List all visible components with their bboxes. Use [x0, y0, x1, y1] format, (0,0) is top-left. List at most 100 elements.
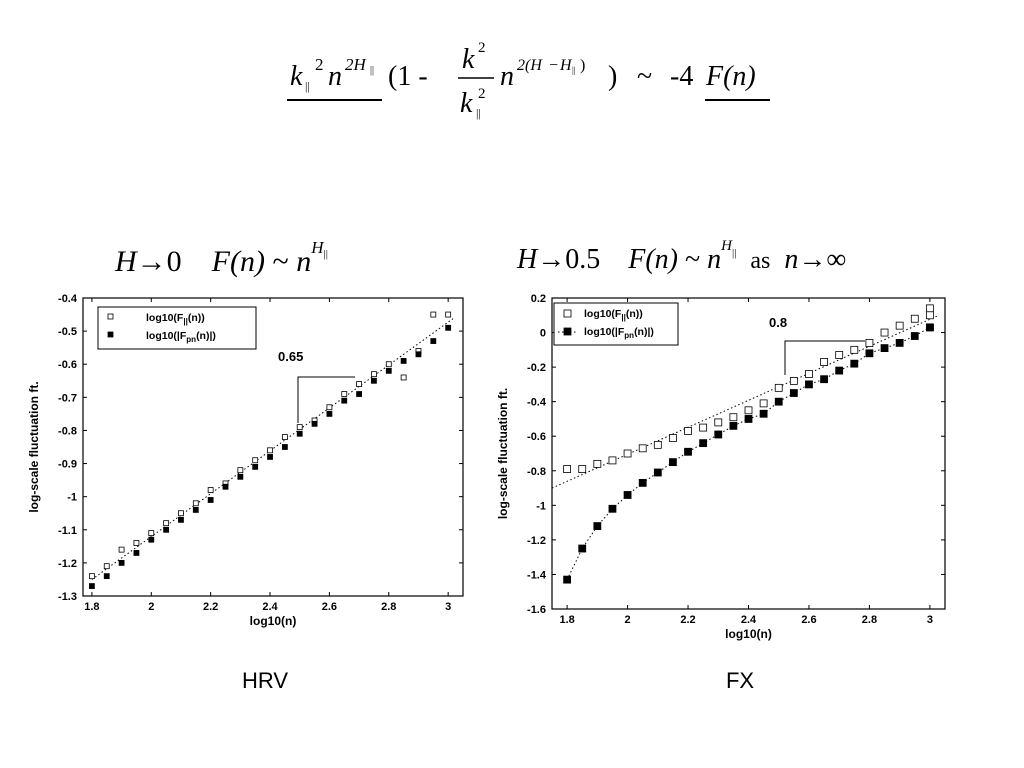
data-point-open — [593, 459, 602, 468]
data-point-open — [699, 423, 708, 432]
data-point-open — [192, 500, 199, 507]
data-point-open — [578, 465, 587, 473]
caption-right-infinity: ∞ — [826, 244, 847, 275]
data-point-filled — [593, 522, 602, 530]
formula-exponent-difference: 2(H — [517, 57, 543, 74]
caption-right-f-arg: (n) — [645, 244, 678, 275]
data-point-filled — [163, 526, 170, 533]
x-tick-label: 1.8 — [559, 614, 574, 626]
formula-exponent-h-parallel: H — [559, 57, 573, 74]
data-point-filled — [653, 468, 662, 477]
x-axis-label: log10(n) — [250, 614, 297, 628]
data-point-filled — [563, 575, 572, 584]
data-point-open — [820, 358, 828, 366]
data-point-open — [653, 440, 662, 449]
data-point-filled — [684, 447, 692, 456]
data-point-open — [148, 530, 155, 536]
data-point-open — [356, 381, 362, 387]
legend-label-filled: log10(|Fpn(n)|) — [584, 326, 654, 340]
y-tick-label: -1.3 — [58, 591, 77, 603]
formula-close-paren: ) — [608, 61, 617, 92]
y-tick-label: -0.2 — [527, 362, 546, 374]
data-point-open — [563, 465, 572, 473]
data-point-open — [326, 404, 333, 411]
y-tick-label: -1.4 — [527, 569, 547, 581]
y-tick-label: -1.1 — [58, 525, 77, 537]
data-point-open — [118, 546, 125, 553]
legend-marker-open — [107, 313, 114, 320]
slope-bracket — [784, 340, 865, 375]
formula-superscript-2: 2 — [315, 55, 324, 74]
slope-bracket — [297, 376, 355, 423]
data-point-filled — [895, 339, 904, 347]
x-tick-label: 2.6 — [322, 601, 337, 613]
formula-denominator-parallel-subscript: || — [476, 106, 481, 120]
data-point-filled — [267, 454, 273, 460]
data-point-open — [400, 374, 407, 381]
data-point-filled — [774, 397, 783, 406]
data-point-open — [296, 424, 303, 431]
x-tick-label: 2.8 — [862, 614, 877, 626]
caption-right-as: as — [750, 248, 771, 274]
y-tick-label: -0.4 — [527, 397, 547, 409]
data-point-open — [252, 457, 259, 464]
data-point-open — [774, 383, 783, 392]
data-point-open — [805, 370, 813, 378]
legend-label-filled: log10(|Fpn(n)|) — [146, 330, 216, 344]
y-tick-label: -0.8 — [527, 466, 546, 478]
caption-left-zero: 0 — [166, 245, 182, 278]
y-tick-label: -1 — [536, 500, 546, 512]
data-point-open — [669, 434, 677, 442]
data-point-filled — [729, 421, 738, 430]
formula-exponent-minus: − — [549, 57, 558, 74]
data-point-filled — [608, 504, 617, 513]
caption-left-h: H — [115, 245, 137, 278]
y-axis-label: log-scale fluctuation ft. — [496, 388, 510, 519]
caption-left-arrow: → — [136, 245, 167, 278]
slope-annotation: 0.8 — [769, 315, 787, 330]
legend-marker-open — [563, 309, 572, 318]
data-point-open — [714, 418, 723, 427]
y-tick-label: -0.7 — [58, 392, 77, 404]
x-axis-label: log10(n) — [725, 627, 772, 641]
data-point-open — [608, 456, 617, 465]
legend-marker-filled — [563, 327, 572, 336]
caption-left-exponent-subscript: || — [323, 248, 328, 260]
data-point-filled — [880, 344, 889, 353]
data-point-filled — [714, 430, 723, 439]
formula-numerator-superscript-2: 2 — [478, 40, 486, 56]
data-point-open — [281, 434, 288, 440]
formula-n: n — [328, 61, 342, 92]
x-tick-label: 1.8 — [84, 601, 99, 613]
y-tick-label: -0.8 — [58, 425, 77, 437]
data-point-open — [341, 391, 348, 397]
data-point-filled — [400, 358, 407, 364]
data-point-open — [267, 447, 273, 454]
data-point-open — [178, 510, 184, 517]
data-point-open — [371, 371, 377, 378]
formula-minus-four: -4 — [670, 61, 693, 92]
data-point-open — [880, 328, 889, 337]
caption-right-exponent: H — [721, 238, 732, 254]
data-point-filled — [699, 439, 708, 448]
data-point-filled — [89, 583, 95, 589]
x-tick-label: 2.2 — [203, 601, 218, 613]
data-point-open — [237, 467, 244, 474]
y-tick-label: -1.2 — [527, 535, 546, 547]
caption-left-exponent: H — [311, 238, 324, 257]
y-tick-label: 0 — [540, 328, 546, 340]
data-point-filled — [638, 478, 647, 487]
data-point-filled — [326, 410, 333, 417]
formula-exponent-2h: 2H — [345, 55, 368, 74]
data-point-open — [925, 304, 934, 313]
y-axis-label: log-scale fluctuation ft. — [27, 381, 41, 512]
caption-fx: H→0.5 F(n) ~ nH|| as n→∞ — [517, 238, 846, 276]
caption-right-f: F — [628, 244, 646, 275]
data-point-open — [385, 361, 392, 368]
data-point-filled — [371, 377, 377, 384]
y-tick-label: -1 — [67, 492, 77, 504]
formula-exponent-h-parallel-subscript: || — [572, 65, 576, 75]
data-point-open — [865, 339, 874, 347]
chart-fx: 1.8 2 2.2 2.4 2.6 2.8 3 0.2 0 -0.2 -0.4 -0.6 -0.8 -1 -… — [496, 293, 946, 641]
data-point-filled — [835, 366, 844, 375]
